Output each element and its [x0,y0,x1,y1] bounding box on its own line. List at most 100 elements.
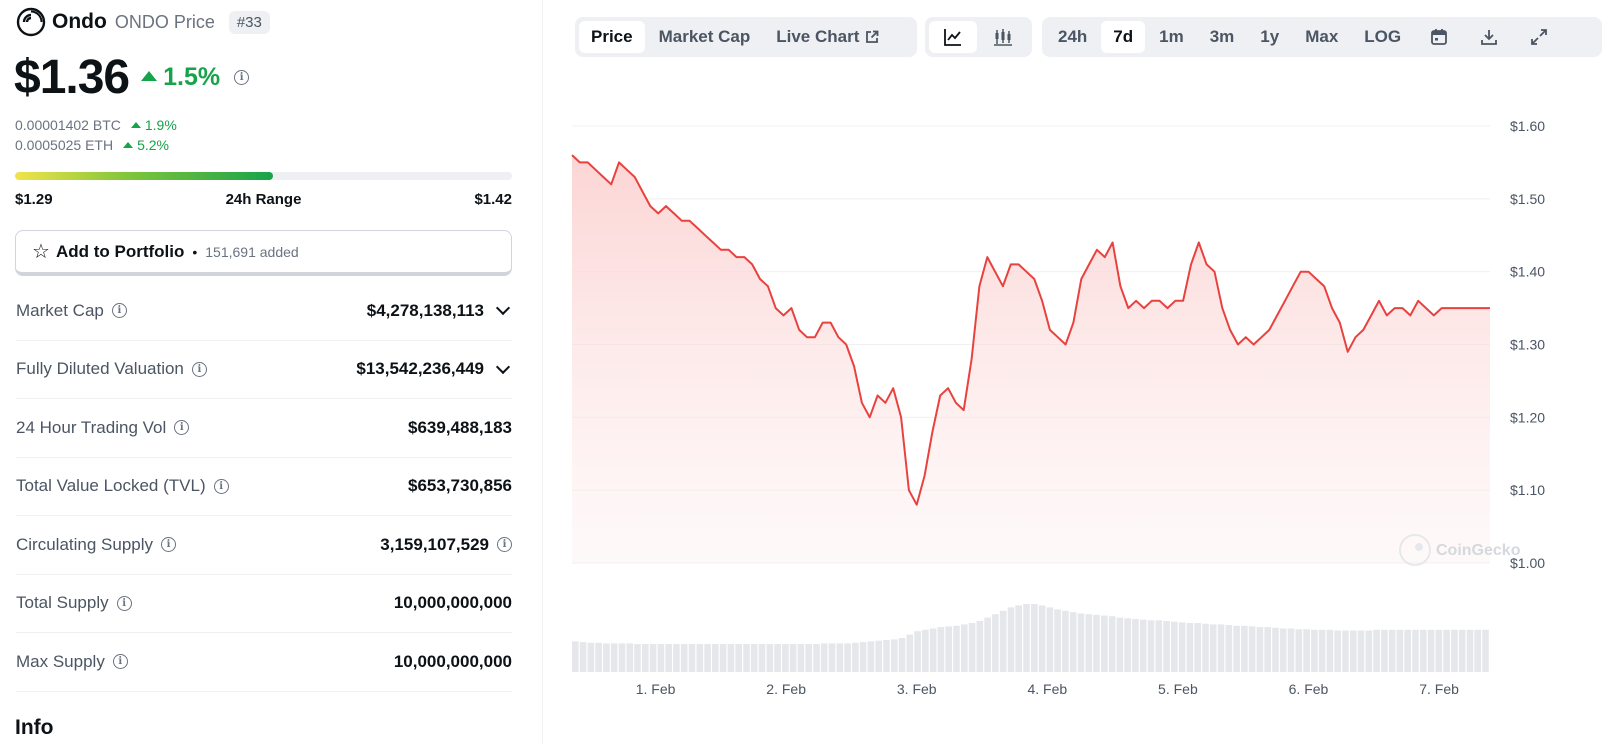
stats-list: Market Cap i $4,278,138,113 Fully Diluted V… [16,282,512,692]
watermark-text: CoinGecko [1436,542,1521,559]
stat-row: Max Supply i 10,000,000,000 [16,633,512,692]
info-icon[interactable]: i [497,537,512,553]
price-chart[interactable]: $1.60 $1.50 $1.40 $1.30 $1.20 $1.10 $1.00 1. F… [570,100,1605,720]
download-button[interactable] [1465,21,1513,53]
volume-bar [1443,629,1450,672]
range-button-24h[interactable]: 24h [1058,27,1088,46]
range-button-max[interactable]: Max [1305,27,1339,46]
volume-bar [1124,618,1131,672]
range-button-1m[interactable]: 1m [1159,27,1184,46]
stat-label-text: Max Supply [16,651,105,671]
volume-bar [1474,629,1481,672]
stat-label-text: Market Cap [16,300,104,320]
volume-bar [1233,625,1240,672]
stat-label: Market Cap i [16,301,127,321]
tab-market-cap[interactable]: Market Cap [658,27,751,46]
volume-bar [828,643,836,672]
info-icon[interactable]: i [213,478,229,494]
volume-bar [1155,620,1163,672]
up-arrow-icon [141,70,158,81]
chevron-down-icon[interactable] [495,301,511,316]
add-to-portfolio-button[interactable]: ☆ Add to Portfolio • 151,691 added [15,230,512,276]
info-icon[interactable]: i [111,303,127,319]
volume-bar [844,643,851,672]
up-arrow-icon [123,142,134,148]
volume-bar [1388,629,1396,672]
volume-bar [1248,626,1256,672]
info-heading: Info [15,716,54,739]
volume-bar [976,621,984,672]
chevron-down-icon[interactable] [495,359,511,374]
volume-bar [610,643,618,672]
line-chart-button[interactable] [929,21,977,53]
fullscreen-button[interactable] [1515,21,1563,53]
tab-price[interactable]: Price [579,21,645,53]
volume-bar [579,642,587,672]
volume-bar [929,628,937,672]
btc-change: 1.9% [144,117,177,133]
volume-bar [1264,627,1271,672]
stat-value-text: $13,542,236,449 [356,359,484,379]
info-icon[interactable]: i [234,70,250,85]
ondo-logo-icon [16,7,46,37]
y-tick-label: $1.10 [1510,482,1545,498]
volume-bar [1069,612,1077,672]
stat-label-text: Fully Diluted Valuation [16,359,184,379]
stat-row[interactable]: Fully Diluted Valuation i $13,542,236,449 [16,341,512,399]
volume-bar [1287,628,1295,672]
info-icon[interactable]: i [116,595,132,611]
volume-bar [1225,625,1233,672]
volume-bar [1427,629,1435,672]
volume-bar [1279,628,1287,672]
x-tick-label: 3. Feb [897,681,937,697]
volume-bar [852,642,859,672]
stat-value-text: $4,278,138,113 [366,300,484,320]
volume-bar [719,644,727,672]
volume-bar [875,640,882,672]
volume-bar [999,610,1007,672]
range-button-3m[interactable]: 3m [1209,27,1235,46]
x-axis-labels: 1. Feb 2. Feb 3. Feb 4. Feb 5. Feb 6. Feb 7. F… [636,681,1459,697]
volume-bar [1466,629,1474,672]
range-button-log[interactable]: LOG [1364,27,1402,46]
volume-bar [1093,614,1100,672]
volume-bar [1139,619,1147,672]
range-bar [15,172,512,180]
volume-bar [867,641,875,672]
info-icon[interactable]: i [112,654,128,670]
range-button-7d[interactable]: 7d [1101,21,1146,53]
coin-subtitle: ONDO Price [114,11,215,32]
stat-row: Circulating Supply i 3,159,107,529 i [16,516,512,575]
volume-bar [1435,629,1443,672]
info-icon[interactable]: i [161,537,177,553]
calendar-button[interactable] [1415,21,1463,53]
x-tick-label: 6. Feb [1289,681,1329,697]
coin-name: Ondo [52,10,107,33]
stat-row[interactable]: Market Cap i $4,278,138,113 [16,282,512,341]
stat-row: 24 Hour Trading Vol i $639,488,183 [16,399,512,458]
range-button-1y[interactable]: 1y [1260,27,1280,46]
stat-value: 3,159,107,529 i [380,535,512,555]
price-line [571,154,1490,506]
volume-bar [1357,630,1365,672]
tab-live-chart[interactable]: Live Chart [764,21,891,53]
volume-bar [634,644,641,672]
info-icon[interactable]: i [174,420,190,436]
volume-bar [1085,614,1093,672]
volume-bar [898,638,906,672]
volume-bar [750,644,758,672]
info-icon[interactable]: i [191,361,207,377]
volume-bar [1108,616,1116,672]
volume-bar [813,644,820,672]
volume-bar [984,617,991,672]
chart-tabs: Price Market Cap Live Chart [575,17,917,57]
y-axis-labels: $1.60 $1.50 $1.40 $1.30 $1.20 $1.10 $1.00 [1510,118,1545,571]
volume-bar [657,644,665,672]
volume-bar [1116,617,1124,672]
volume-bar [1132,619,1139,672]
volume-bar [758,644,766,672]
x-tick-label: 5. Feb [1158,681,1198,697]
candlestick-button[interactable] [979,21,1027,53]
volume-bar [743,644,750,672]
volume-bar [1412,629,1419,672]
